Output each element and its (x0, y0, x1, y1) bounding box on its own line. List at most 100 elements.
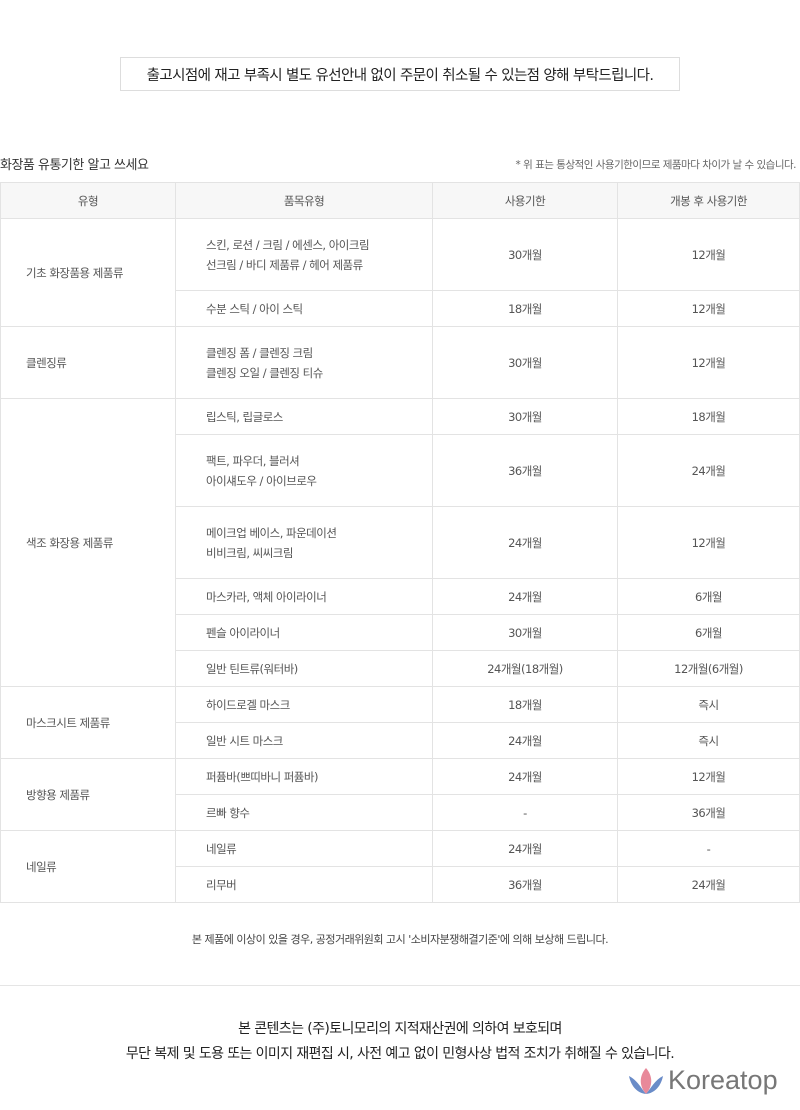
cell-item: 펜슬 아이라이너 (175, 614, 433, 651)
cell-item: 립스틱, 립글로스 (175, 398, 433, 435)
cell-item: 리무버 (175, 866, 433, 903)
item-line: 선크림 / 바디 제품류 / 헤어 제품류 (206, 257, 363, 272)
cell-type: 방향용 제품류 (0, 758, 176, 831)
expiry-table: 유형 품목유형 사용기한 개봉 후 사용기한 기초 화장품용 제품류 스킨, 로션… (0, 182, 800, 903)
cell-opened: 12개월(6개월) (617, 650, 800, 687)
item-line: 퍼퓸바(쁘띠바니 퍼퓸바) (206, 769, 318, 784)
item-line: 클렌징 오일 / 클렌징 티슈 (206, 365, 323, 380)
cell-shelf: 24개월 (432, 830, 618, 867)
copyright-line: 무단 복제 및 도용 또는 이미지 재편집 시, 사전 예고 없이 민형사상 법… (125, 1046, 675, 1062)
item-line: 아이섀도우 / 아이브로우 (206, 473, 317, 488)
cell-item: 르빠 향수 (175, 794, 433, 831)
cell-item: 하이드로겔 마스크 (175, 686, 433, 723)
cell-opened: 6개월 (617, 578, 800, 615)
cell-shelf: 30개월 (432, 614, 618, 651)
cell-opened: 6개월 (617, 614, 800, 651)
item-line: 리무버 (206, 877, 237, 892)
table-row: 팩트, 파우더, 블러셔 아이섀도우 / 아이브로우 36개월 24개월 (1, 434, 800, 507)
item-line: 비비크림, 씨씨크림 (206, 545, 293, 560)
cell-shelf: 30개월 (432, 398, 618, 435)
item-line: 팩트, 파우더, 블러셔 (206, 453, 300, 468)
table-header-row: 유형 품목유형 사용기한 개봉 후 사용기한 (0, 182, 800, 219)
cell-shelf: 30개월 (432, 326, 618, 399)
table-row: 네일류 네일류 24개월 - (0, 830, 800, 903)
header-type: 유형 (0, 182, 176, 219)
cell-opened: 24개월 (617, 434, 800, 507)
item-line: 펜슬 아이라이너 (206, 625, 280, 640)
item-line: 일반 틴트류(워터바) (206, 661, 298, 676)
item-line: 스킨, 로션 / 크림 / 에센스, 아이크림 (206, 237, 370, 252)
cell-opened: 즉시 (617, 686, 800, 723)
cell-item: 마스카라, 액체 아이라이너 (175, 578, 433, 615)
table-row: 일반 틴트류(워터바) 24개월(18개월) 12개월(6개월) (1, 650, 800, 687)
koreatop-logo: Koreatop (627, 1065, 778, 1096)
cell-opened: 24개월 (617, 866, 800, 903)
table-row: 일반 시트 마스크 24개월 즉시 (1, 722, 800, 759)
header-opened-life: 개봉 후 사용기한 (617, 182, 800, 219)
cell-shelf: 24개월 (432, 578, 618, 615)
cell-type: 기초 화장품용 제품류 (0, 218, 176, 327)
item-line: 일반 시트 마스크 (206, 733, 283, 748)
stock-notice: 출고시점에 재고 부족시 별도 유선안내 없이 주문이 취소될 수 있는점 양해… (120, 57, 680, 91)
cell-opened: 36개월 (617, 794, 800, 831)
cell-opened: 12개월 (617, 758, 800, 795)
header-shelf-life: 사용기한 (432, 182, 618, 219)
cell-type: 클렌징류 (0, 326, 176, 399)
table-row: 기초 화장품용 제품류 스킨, 로션 / 크림 / 에센스, 아이크림 선크림 / … (0, 218, 800, 327)
cell-shelf: 18개월 (432, 686, 618, 723)
copyright-line: 본 콘텐츠는 (주)토니모리의 지적재산권에 의하여 보호되며 (238, 1021, 562, 1037)
lotus-icon (629, 1067, 663, 1094)
header-item: 품목유형 (175, 182, 433, 219)
item-line: 메이크업 베이스, 파운데이션 (206, 525, 337, 540)
cell-opened: 즉시 (617, 722, 800, 759)
cell-shelf: 30개월 (432, 218, 618, 291)
cell-opened: 18개월 (617, 398, 800, 435)
cell-opened: 12개월 (617, 290, 800, 327)
cell-type: 마스크시트 제품류 (0, 686, 176, 759)
item-line: 립스틱, 립글로스 (206, 409, 283, 424)
table-row: 방향용 제품류 퍼퓸바(쁘띠바니 퍼퓸바) 24개월 12개월 (0, 758, 800, 831)
cell-opened: 12개월 (617, 218, 800, 291)
cell-type: 색조 화장용 제품류 (0, 398, 176, 687)
cell-shelf: 36개월 (432, 434, 618, 507)
cell-opened: 12개월 (617, 326, 800, 399)
table-row: 마스크시트 제품류 하이드로겔 마스크 18개월 즉시 (0, 686, 800, 759)
section-title: 화장품 유통기한 알고 쓰세요 (0, 158, 149, 173)
table-row: 리무버 36개월 24개월 (1, 866, 800, 903)
cell-item: 수분 스틱 / 아이 스틱 (175, 290, 433, 327)
table-row: 펜슬 아이라이너 30개월 6개월 (1, 614, 800, 651)
item-line: 수분 스틱 / 아이 스틱 (206, 301, 303, 316)
cell-item: 퍼퓸바(쁘띠바니 퍼퓸바) (175, 758, 433, 795)
cell-opened: 12개월 (617, 506, 800, 579)
item-line: 클렌징 폼 / 클렌징 크림 (206, 345, 313, 360)
cell-item: 네일류 (175, 830, 433, 867)
cell-shelf: 24개월 (432, 758, 618, 795)
copyright-notice: 본 콘텐츠는 (주)토니모리의 지적재산권에 의하여 보호되며 무단 복제 및 … (0, 1017, 800, 1067)
cell-shelf: 24개월(18개월) (432, 650, 618, 687)
cell-shelf: 24개월 (432, 506, 618, 579)
compensation-note: 본 제품에 이상이 있을 경우, 공정거래위원회 고시 '소비자분쟁해결기준'에… (191, 933, 609, 946)
item-line: 하이드로겔 마스크 (206, 697, 290, 712)
cell-type: 네일류 (0, 830, 176, 903)
cell-opened: - (617, 830, 800, 867)
table-row: 메이크업 베이스, 파운데이션 비비크림, 씨씨크림 24개월 12개월 (1, 506, 800, 579)
item-line: 네일류 (206, 841, 237, 856)
section-note: * 위 표는 통상적인 사용기한이므로 제품마다 차이가 날 수 있습니다. (515, 159, 797, 171)
item-line: 르빠 향수 (206, 805, 250, 820)
cell-item: 일반 시트 마스크 (175, 722, 433, 759)
table-row: 수분 스틱 / 아이 스틱 18개월 12개월 (1, 290, 800, 327)
table-row: 클렌징류 클렌징 폼 / 클렌징 크림 클렌징 오일 / 클렌징 티슈 30개월 12개… (0, 326, 800, 399)
cell-shelf: 36개월 (432, 866, 618, 903)
divider (0, 985, 800, 986)
table-row: 색조 화장용 제품류 립스틱, 립글로스 30개월 18개월 (0, 398, 800, 687)
item-line: 마스카라, 액체 아이라이너 (206, 589, 327, 604)
cell-shelf: 24개월 (432, 722, 618, 759)
cell-shelf: 18개월 (432, 290, 618, 327)
cell-item: 일반 틴트류(워터바) (175, 650, 433, 687)
logo-text: Koreatop (668, 1065, 778, 1095)
cell-shelf: - (432, 794, 618, 831)
